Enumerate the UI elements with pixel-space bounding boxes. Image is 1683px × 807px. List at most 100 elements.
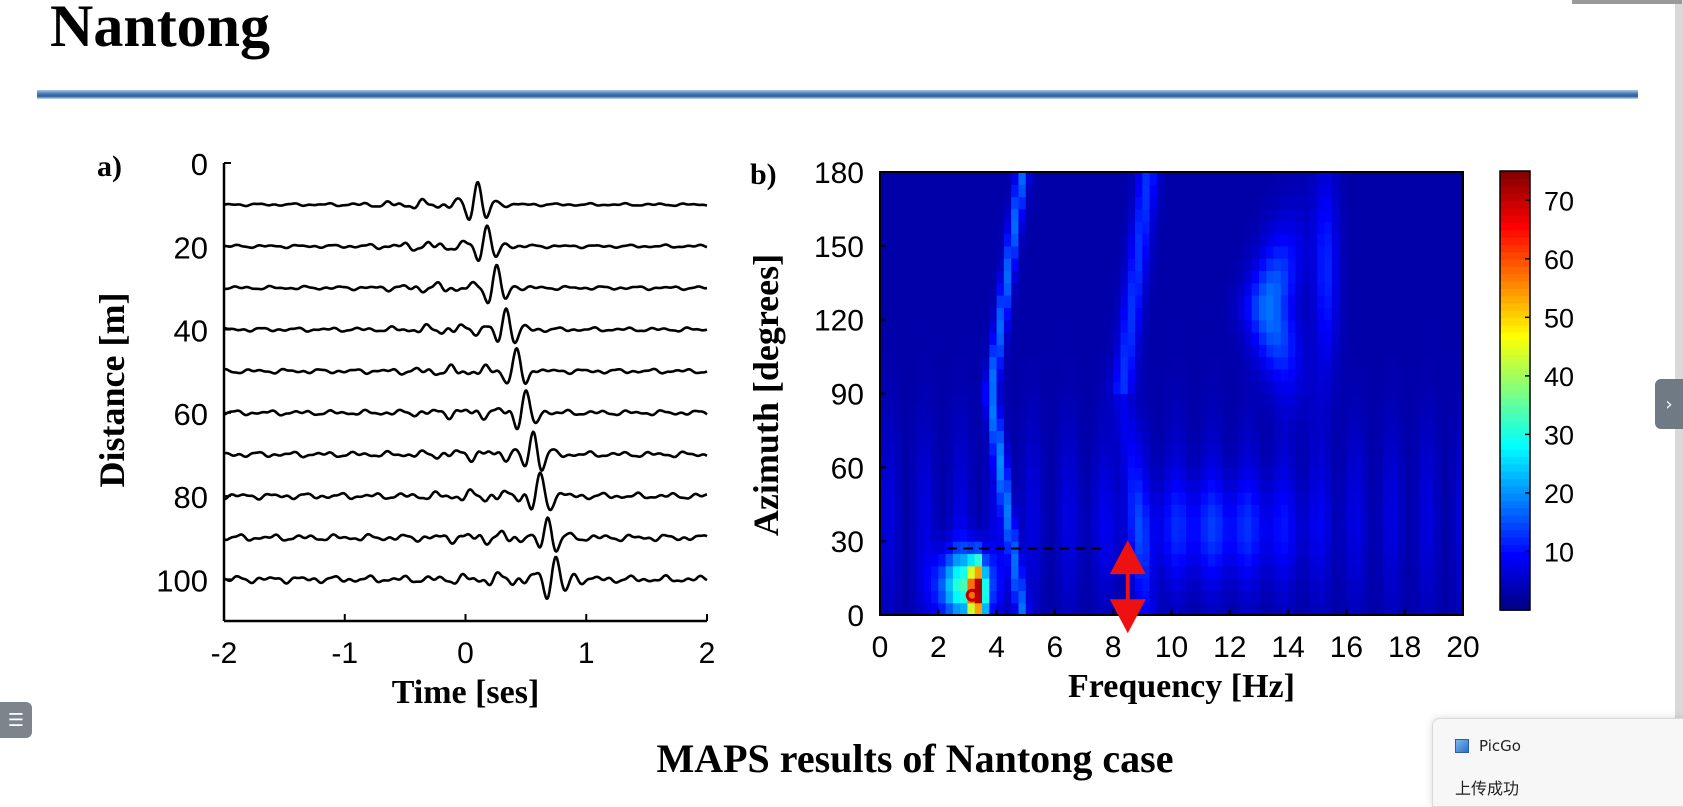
heatmap-cell [1411,405,1420,419]
heatmap-cell [938,258,947,272]
heatmap-cell [931,393,939,407]
heatmap-cell [952,282,961,296]
heatmap-cell [938,393,947,407]
heatmap-cell [1368,405,1377,419]
heatmap-cell [982,184,990,198]
chevron-right-icon[interactable]: › [1655,379,1683,429]
heatmap-cell [1011,307,1020,321]
heatmap-cell [1171,381,1180,395]
heatmap-cell [938,565,947,579]
heatmap-cell [909,602,918,615]
heatmap-cell [1382,565,1391,579]
heatmap-cell [909,405,918,419]
heatmap-cell [1448,405,1457,419]
heatmap-cell [1339,578,1347,591]
heatmap-cell [1091,393,1100,407]
heatmap-cell [1258,270,1267,284]
heatmap-cell [1018,381,1027,395]
heatmap-cell [1069,319,1078,333]
colorbar-segment [1500,456,1530,465]
heatmap-cell [1186,479,1194,493]
heatmap-cell [1375,381,1384,395]
heatmap-cell [1149,208,1158,222]
heatmap-cell [1222,221,1231,235]
heatmap-cell [1178,393,1187,407]
heatmap-cell [901,504,910,518]
heatmap-cell [1426,221,1435,235]
heatmap-cell [1011,295,1020,308]
heatmap-cell [1193,455,1202,468]
heatmap-cell [938,430,947,444]
heatmap-cell [1237,504,1245,518]
heatmap-cell [1411,344,1420,358]
heatmap-cell [1025,221,1034,235]
heatmap-cell [1353,393,1362,407]
y-tick-label: 20 [174,230,208,265]
heatmap-cell [1237,516,1245,530]
heatmap-cell [1025,344,1034,358]
heatmap-cell [931,602,939,615]
heatmap-cell [1025,479,1034,493]
heatmap-cell [931,430,939,444]
heatmap-cell [967,184,976,198]
heatmap-cell [1149,590,1158,604]
heatmap-cell [887,368,896,382]
heatmap-cell [887,528,896,542]
upload-notification[interactable]: PicGo 上传成功 [1432,718,1683,807]
menu-list-icon[interactable]: ☰ [0,702,32,738]
heatmap-cell [967,455,976,468]
heatmap-cell [1302,258,1311,272]
heatmap-cell [1047,368,1056,382]
heatmap-cell [960,196,969,210]
heatmap-cell [1033,565,1041,579]
arrow-head-down [1109,599,1146,634]
heatmap-cell [1244,221,1253,235]
heatmap-cell [1433,184,1442,198]
heatmap-cell [1025,381,1034,395]
heatmap-cell [1178,331,1187,345]
heatmap-cell [1084,295,1092,308]
heatmap-cell [1295,319,1304,333]
heatmap-cell [909,172,918,185]
heatmap-cell [1222,282,1231,296]
heatmap-cell [1054,258,1063,272]
heatmap-cell [1142,565,1151,579]
heatmap-cell [1113,553,1122,567]
heatmap-cell [1426,565,1435,579]
heatmap-cell [945,172,954,185]
heatmap-cell [1222,295,1231,308]
heatmap-cell [1390,356,1399,370]
heatmap-cell [1222,233,1231,247]
heatmap-cell [1375,331,1384,345]
heatmap-cell [1156,381,1165,395]
heatmap-cell [1441,590,1450,604]
heatmap-cell [1317,578,1326,591]
heatmap-cell [894,528,903,542]
heatmap-cell [945,418,954,432]
heatmap-cell [1156,430,1165,444]
heatmap-cell [1003,553,1012,567]
heatmap-cell [1222,368,1231,382]
colorbar-segment [1500,214,1530,224]
heatmap-cell [996,270,1005,284]
heatmap-cell [1105,381,1114,395]
heatmap-cell [996,479,1005,493]
heatmap-cell [1266,368,1275,382]
heatmap-cell [938,528,947,542]
heatmap-cell [1171,307,1180,321]
heatmap-cell [880,455,888,468]
heatmap-cell [1142,528,1151,542]
heatmap-cell [1375,221,1384,235]
heatmap-cell [1331,184,1340,198]
heatmap-cell [1193,331,1202,345]
heatmap-cell [967,258,976,272]
heatmap-cell [880,282,888,296]
heatmap-cell [945,208,954,222]
heatmap-cell [1003,184,1012,198]
heatmap-cell [1098,208,1107,222]
heatmap-cell [960,590,969,604]
heatmap-cell [1069,282,1078,296]
heatmap-cell [1033,221,1041,235]
heatmap-cell [901,221,910,235]
heatmap-cell [1164,541,1173,555]
